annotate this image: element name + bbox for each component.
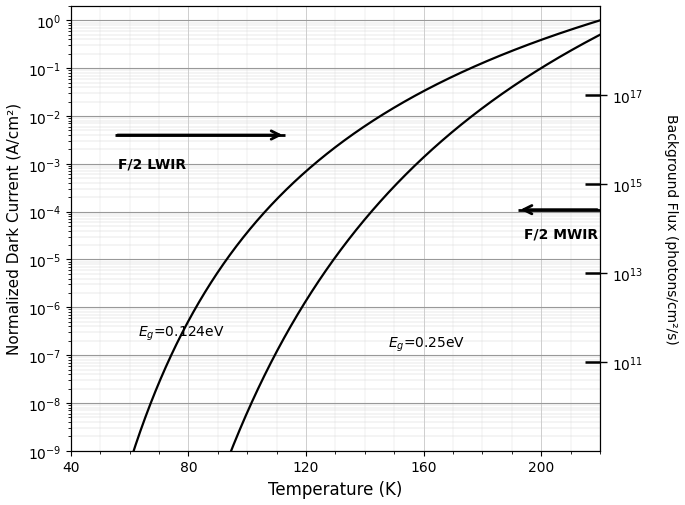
Y-axis label: Background Flux (photons/cm²/s): Background Flux (photons/cm²/s) (664, 114, 678, 344)
Text: F/2 LWIR: F/2 LWIR (118, 158, 186, 172)
Y-axis label: Normalized Dark Current (A/cm²): Normalized Dark Current (A/cm²) (7, 103, 22, 355)
Text: $E_g$=0.124eV: $E_g$=0.124eV (138, 325, 225, 343)
Text: F/2 MWIR: F/2 MWIR (523, 227, 598, 241)
X-axis label: Temperature (K): Temperature (K) (269, 480, 403, 498)
Text: $E_g$=0.25eV: $E_g$=0.25eV (388, 335, 465, 353)
